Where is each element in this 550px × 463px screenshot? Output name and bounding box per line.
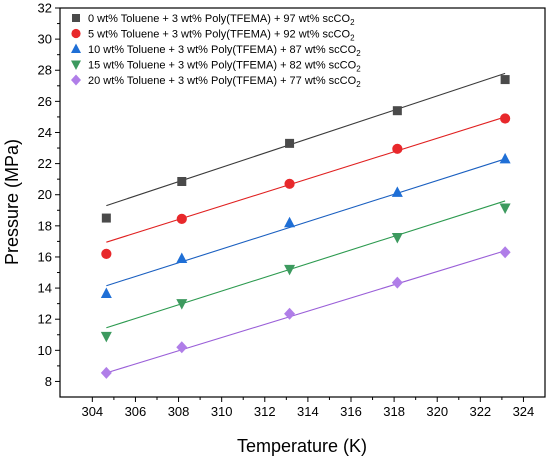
y-tick-label: 14 bbox=[38, 281, 52, 296]
legend-label-series-4: 15 wt% Toluene + 3 wt% Poly(TFEMA) + 82 … bbox=[88, 60, 361, 74]
fit-line-series-4 bbox=[106, 200, 506, 329]
data-point-series-2 bbox=[101, 248, 112, 259]
legend-marker-series-4 bbox=[71, 60, 81, 70]
x-tick-label: 318 bbox=[383, 404, 405, 419]
fit-line-series-2 bbox=[106, 116, 506, 243]
data-point-series-1 bbox=[392, 106, 402, 116]
data-point-series-1 bbox=[500, 75, 510, 85]
legend-label-series-2: 5 wt% Toluene + 3 wt% Poly(TFEMA) + 92 w… bbox=[88, 29, 355, 43]
data-point-series-4 bbox=[100, 331, 112, 343]
data-point-series-4 bbox=[284, 264, 296, 276]
data-point-series-3 bbox=[176, 252, 188, 264]
y-axis-title: Pressure (MPa) bbox=[2, 139, 22, 265]
legend-label-series-1: 0 wt% Toluene + 3 wt% Poly(TFEMA) + 97 w… bbox=[88, 13, 355, 27]
x-tick-label: 312 bbox=[254, 404, 276, 419]
data-point-series-2 bbox=[392, 143, 403, 154]
fit-line-series-1 bbox=[106, 72, 506, 207]
fit-line-series-5 bbox=[106, 250, 506, 374]
y-tick-label: 20 bbox=[38, 187, 52, 202]
x-tick-label: 320 bbox=[426, 404, 448, 419]
data-point-series-5 bbox=[100, 366, 112, 379]
y-tick-label: 16 bbox=[38, 249, 52, 264]
x-tick-label: 314 bbox=[297, 404, 319, 419]
y-tick-label: 22 bbox=[38, 156, 52, 171]
data-point-series-3 bbox=[284, 216, 296, 228]
fit-line-series-3 bbox=[106, 158, 506, 287]
x-tick-label: 306 bbox=[125, 404, 147, 419]
legend-marker-series-2 bbox=[71, 28, 81, 39]
data-point-series-2 bbox=[284, 178, 295, 189]
legend-marker-series-5 bbox=[71, 74, 81, 86]
y-tick-label: 28 bbox=[38, 63, 52, 78]
x-tick-label: 308 bbox=[168, 404, 190, 419]
y-tick-label: 32 bbox=[38, 1, 52, 16]
data-point-series-5 bbox=[176, 341, 188, 354]
x-tick-label: 322 bbox=[469, 404, 491, 419]
data-point-series-4 bbox=[499, 203, 511, 214]
y-tick-label: 26 bbox=[38, 94, 52, 109]
data-point-series-4 bbox=[176, 299, 188, 310]
y-tick-label: 18 bbox=[38, 218, 52, 233]
legend: 0 wt% Toluene + 3 wt% Poly(TFEMA) + 97 w… bbox=[71, 13, 361, 89]
x-tick-label: 304 bbox=[81, 404, 103, 419]
y-axis-ticks: 8 10 12 14 16 18 20 22 24 26 28 30 32 bbox=[38, 1, 60, 389]
x-axis-ticks: 304 306 308 310 312 314 316 318 320 322 324 bbox=[81, 397, 534, 419]
data-point-series-1 bbox=[177, 176, 187, 186]
legend-marker-series-3 bbox=[71, 43, 81, 53]
data-point-series-2 bbox=[500, 113, 511, 124]
legend-label-series-3: 10 wt% Toluene + 3 wt% Poly(TFEMA) + 87 … bbox=[88, 44, 361, 58]
x-tick-label: 316 bbox=[340, 404, 362, 419]
data-point-series-3 bbox=[100, 287, 112, 299]
y-tick-label: 8 bbox=[45, 374, 52, 389]
x-tick-label: 324 bbox=[513, 404, 535, 419]
data-point-series-5 bbox=[284, 307, 296, 320]
data-point-series-4 bbox=[391, 233, 403, 244]
data-point-series-3 bbox=[391, 186, 403, 197]
data-point-series-5 bbox=[499, 246, 511, 259]
y-tick-label: 12 bbox=[38, 312, 52, 327]
data-point-series-2 bbox=[176, 213, 187, 224]
fit-lines bbox=[106, 72, 506, 374]
data-markers bbox=[100, 75, 511, 379]
y-tick-label: 30 bbox=[38, 32, 52, 47]
plot-frame bbox=[59, 7, 546, 398]
legend-label-series-5: 20 wt% Toluene + 3 wt% Poly(TFEMA) + 77 … bbox=[88, 75, 361, 89]
y-tick-label: 24 bbox=[38, 125, 52, 140]
x-tick-label: 310 bbox=[211, 404, 233, 419]
data-point-series-1 bbox=[285, 138, 295, 148]
data-point-series-3 bbox=[499, 152, 511, 164]
data-point-series-5 bbox=[391, 276, 403, 289]
data-point-series-1 bbox=[101, 213, 111, 223]
y-tick-label: 10 bbox=[38, 343, 52, 358]
x-axis-title: Temperature (K) bbox=[237, 436, 367, 456]
legend-marker-series-1 bbox=[72, 14, 80, 22]
